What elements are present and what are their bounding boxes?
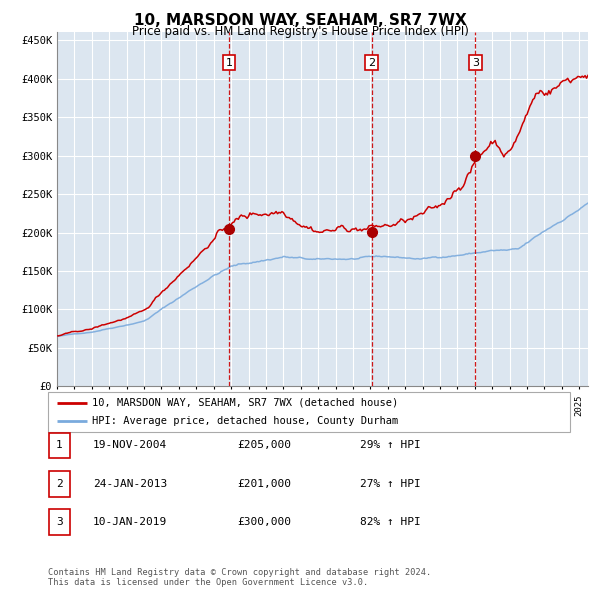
FancyBboxPatch shape: [49, 471, 70, 497]
Text: 3: 3: [472, 58, 479, 67]
Text: Contains HM Land Registry data © Crown copyright and database right 2024.
This d: Contains HM Land Registry data © Crown c…: [48, 568, 431, 587]
Text: 2: 2: [368, 58, 375, 67]
Text: 10-JAN-2019: 10-JAN-2019: [93, 517, 167, 527]
Text: £205,000: £205,000: [237, 441, 291, 450]
Text: £300,000: £300,000: [237, 517, 291, 527]
Text: 19-NOV-2004: 19-NOV-2004: [93, 441, 167, 450]
Text: 3: 3: [56, 517, 63, 527]
Text: 2: 2: [56, 479, 63, 489]
Text: £201,000: £201,000: [237, 479, 291, 489]
Text: 24-JAN-2013: 24-JAN-2013: [93, 479, 167, 489]
Text: HPI: Average price, detached house, County Durham: HPI: Average price, detached house, Coun…: [92, 416, 398, 426]
Text: 29% ↑ HPI: 29% ↑ HPI: [360, 441, 421, 450]
Text: 1: 1: [226, 58, 233, 67]
Text: 27% ↑ HPI: 27% ↑ HPI: [360, 479, 421, 489]
Text: 1: 1: [56, 441, 63, 450]
FancyBboxPatch shape: [48, 392, 570, 432]
FancyBboxPatch shape: [49, 432, 70, 458]
FancyBboxPatch shape: [49, 509, 70, 535]
Text: 82% ↑ HPI: 82% ↑ HPI: [360, 517, 421, 527]
Text: 10, MARSDON WAY, SEAHAM, SR7 7WX: 10, MARSDON WAY, SEAHAM, SR7 7WX: [134, 13, 466, 28]
Text: 10, MARSDON WAY, SEAHAM, SR7 7WX (detached house): 10, MARSDON WAY, SEAHAM, SR7 7WX (detach…: [92, 398, 398, 408]
Text: Price paid vs. HM Land Registry's House Price Index (HPI): Price paid vs. HM Land Registry's House …: [131, 25, 469, 38]
